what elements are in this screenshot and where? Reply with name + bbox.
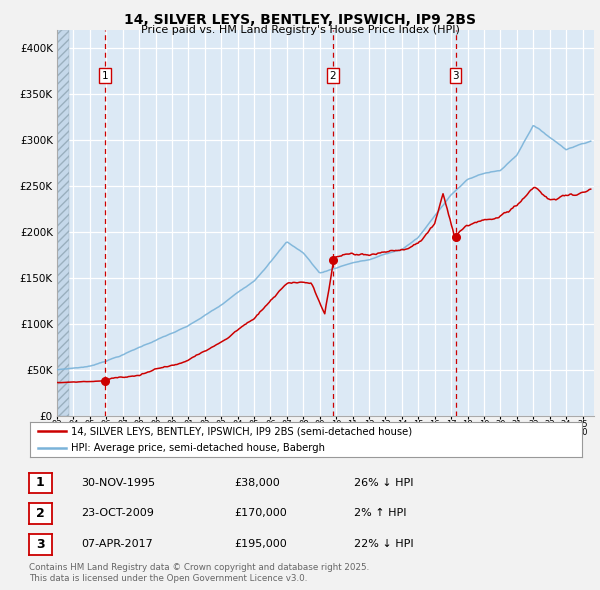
Text: Price paid vs. HM Land Registry's House Price Index (HPI): Price paid vs. HM Land Registry's House … <box>140 25 460 35</box>
Text: 3: 3 <box>36 537 44 551</box>
Bar <box>57 30 70 416</box>
Text: 3: 3 <box>452 71 459 80</box>
Text: 1: 1 <box>36 476 44 490</box>
Text: 07-APR-2017: 07-APR-2017 <box>81 539 153 549</box>
Text: 22% ↓ HPI: 22% ↓ HPI <box>354 539 413 549</box>
Text: 1: 1 <box>101 71 108 80</box>
Text: Contains HM Land Registry data © Crown copyright and database right 2025.: Contains HM Land Registry data © Crown c… <box>29 563 369 572</box>
Text: 2% ↑ HPI: 2% ↑ HPI <box>354 509 407 518</box>
Text: £195,000: £195,000 <box>234 539 287 549</box>
Text: 2: 2 <box>36 507 44 520</box>
Text: 26% ↓ HPI: 26% ↓ HPI <box>354 478 413 487</box>
Text: £170,000: £170,000 <box>234 509 287 518</box>
Text: 2: 2 <box>330 71 337 80</box>
Text: 23-OCT-2009: 23-OCT-2009 <box>81 509 154 518</box>
Text: This data is licensed under the Open Government Licence v3.0.: This data is licensed under the Open Gov… <box>29 574 307 583</box>
Text: 30-NOV-1995: 30-NOV-1995 <box>81 478 155 487</box>
Text: HPI: Average price, semi-detached house, Babergh: HPI: Average price, semi-detached house,… <box>71 444 325 453</box>
Text: £38,000: £38,000 <box>234 478 280 487</box>
Text: 14, SILVER LEYS, BENTLEY, IPSWICH, IP9 2BS: 14, SILVER LEYS, BENTLEY, IPSWICH, IP9 2… <box>124 13 476 27</box>
Bar <box>57 30 70 416</box>
Text: 14, SILVER LEYS, BENTLEY, IPSWICH, IP9 2BS (semi-detached house): 14, SILVER LEYS, BENTLEY, IPSWICH, IP9 2… <box>71 427 413 437</box>
